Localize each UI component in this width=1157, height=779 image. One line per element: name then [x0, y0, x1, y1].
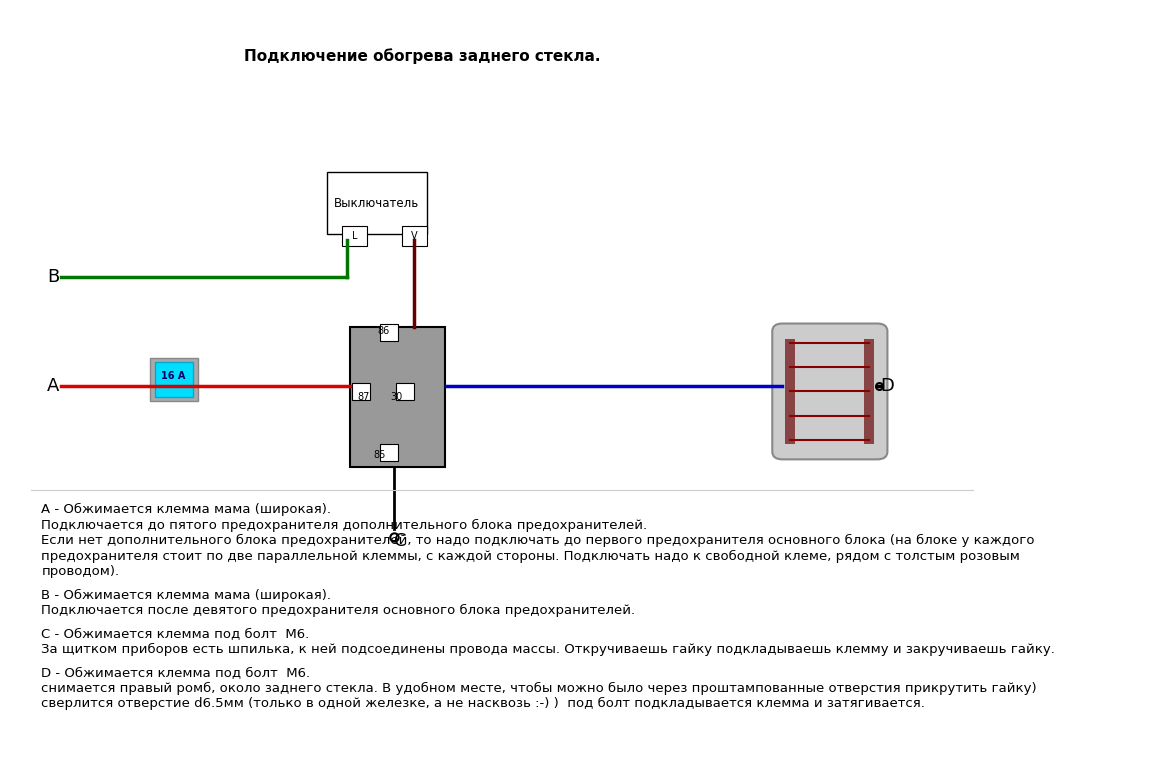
Text: С - Обжимается клемма под болт  М6.: С - Обжимается клемма под болт М6. — [42, 628, 310, 640]
Text: Подключается до пятого предохранителя дополнительного блока предохранителей.: Подключается до пятого предохранителя до… — [42, 519, 648, 532]
FancyBboxPatch shape — [379, 444, 398, 461]
Text: 87: 87 — [358, 393, 370, 402]
FancyBboxPatch shape — [786, 339, 795, 444]
FancyBboxPatch shape — [396, 382, 414, 400]
FancyBboxPatch shape — [379, 323, 398, 340]
Text: Если нет дополнительного блока предохранителей, то надо подключать до первого пр: Если нет дополнительного блока предохран… — [42, 534, 1034, 548]
Text: D: D — [880, 376, 894, 395]
Text: V: V — [411, 231, 418, 241]
FancyBboxPatch shape — [326, 172, 427, 234]
FancyBboxPatch shape — [149, 358, 198, 401]
Text: Подключение обогрева заднего стекла.: Подключение обогрева заднего стекла. — [244, 48, 600, 64]
Text: 85: 85 — [374, 450, 386, 460]
Text: D - Обжимается клемма под болт  М6.: D - Обжимается клемма под болт М6. — [42, 666, 310, 679]
Text: предохранителя стоит по две параллельной клеммы, с каждой стороны. Подключать на: предохранителя стоит по две параллельной… — [42, 550, 1020, 563]
Text: В - Обжимается клемма мама (широкая).: В - Обжимается клемма мама (широкая). — [42, 589, 331, 601]
FancyBboxPatch shape — [155, 362, 192, 397]
Text: снимается правый ромб, около заднего стекла. В удобном месте, чтобы можно было ч: снимается правый ромб, около заднего сте… — [42, 682, 1037, 695]
Text: 16 A: 16 A — [161, 371, 186, 381]
FancyBboxPatch shape — [864, 339, 875, 444]
Text: 86: 86 — [377, 326, 390, 337]
FancyBboxPatch shape — [341, 227, 367, 246]
Text: сверлится отверстие d6.5мм (только в одной железке, а не насквозь :-) )  под бол: сверлится отверстие d6.5мм (только в одн… — [42, 697, 926, 710]
FancyBboxPatch shape — [401, 227, 427, 246]
FancyBboxPatch shape — [772, 323, 887, 460]
FancyBboxPatch shape — [352, 382, 370, 400]
FancyBboxPatch shape — [349, 327, 445, 467]
Text: 30: 30 — [391, 393, 403, 402]
Text: За щитком приборов есть шпилька, к ней подсоединены провода массы. Откручиваешь : За щитком приборов есть шпилька, к ней п… — [42, 643, 1055, 656]
Text: проводом).: проводом). — [42, 566, 119, 579]
Text: Подключается после девятого предохранителя основного блока предохранителей.: Подключается после девятого предохраните… — [42, 605, 635, 617]
Text: Выключатель: Выключатель — [334, 197, 420, 210]
Text: A: A — [47, 376, 60, 395]
Text: L: L — [352, 231, 358, 241]
Text: C: C — [393, 532, 406, 550]
Text: А - Обжимается клемма мама (широкая).: А - Обжимается клемма мама (широкая). — [42, 503, 331, 516]
Text: B: B — [47, 268, 59, 286]
